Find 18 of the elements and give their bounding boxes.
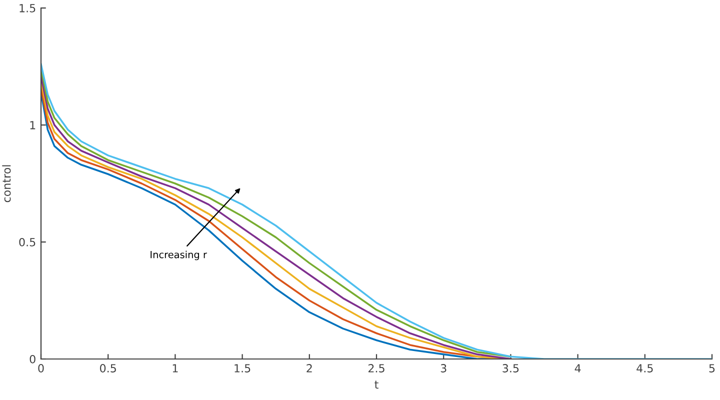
x-tick-label: 4: [574, 364, 581, 372]
x-tick-label: 5: [709, 364, 715, 372]
x-tick-label: 0.5: [100, 364, 116, 372]
y-axis-title: control: [2, 165, 11, 202]
x-tick-label: 2.5: [368, 364, 384, 372]
x-tick-label: 2: [306, 364, 312, 372]
x-tick-label: 4.5: [636, 364, 653, 372]
y-tick-label: 0.5: [19, 238, 36, 246]
y-tick-label: 1.5: [20, 4, 36, 12]
x-tick-label: 3.5: [502, 364, 519, 372]
y-tick-label: 0: [30, 354, 36, 364]
x-tick-label: 3: [440, 364, 446, 372]
x-axis-title: t: [374, 380, 378, 389]
annotation: Increasing r: [150, 250, 207, 260]
x-tick-label: 1.5: [234, 364, 250, 372]
x-tick-label: 1: [172, 364, 178, 372]
y-tick-label: 1: [30, 121, 36, 130]
x-tick-label: 0: [38, 364, 44, 372]
